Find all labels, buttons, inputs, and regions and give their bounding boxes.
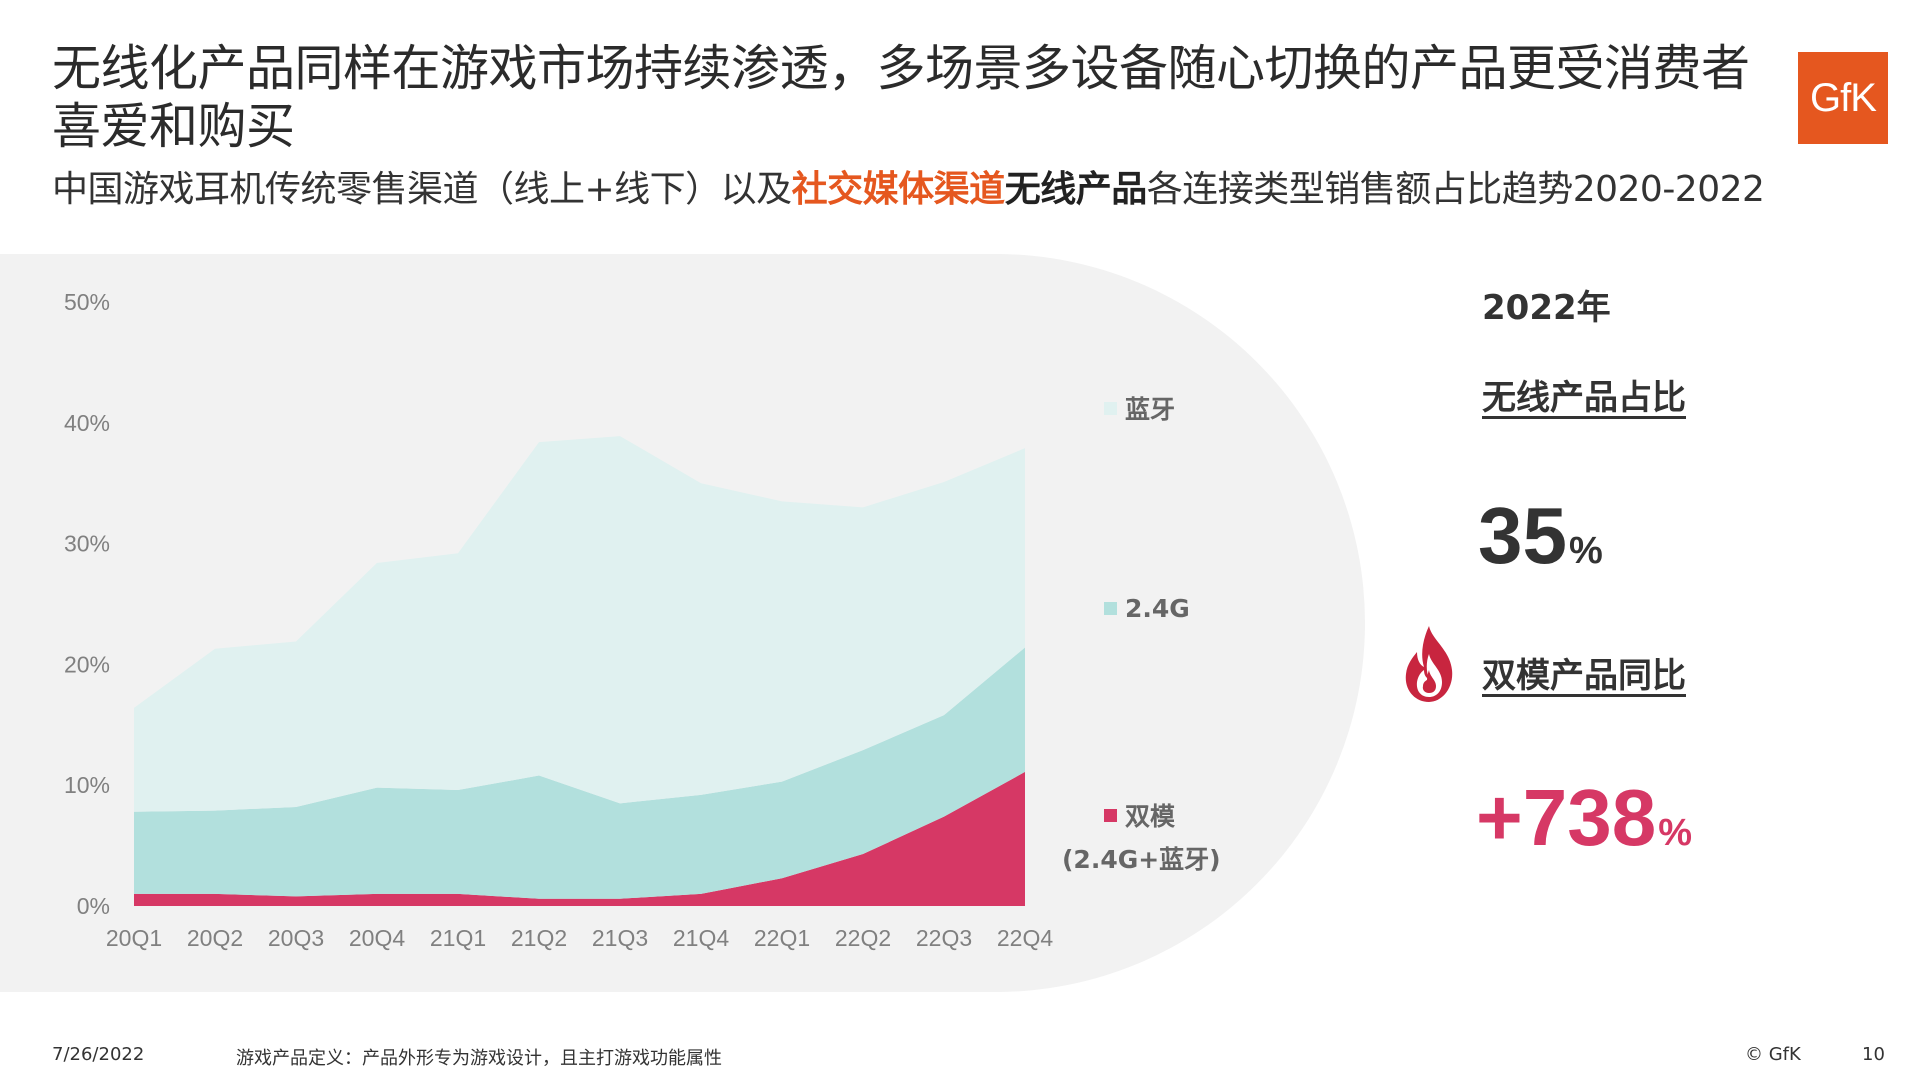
kpi-dual-mode-yoy-number: +738	[1476, 773, 1657, 862]
legend-label-2-4g: 2.4G	[1125, 594, 1190, 623]
subtitle-highlight-wireless: 无线产品	[1004, 169, 1148, 210]
footer-date: 7/26/2022	[52, 1044, 145, 1065]
x-tick-label: 20Q1	[106, 925, 162, 951]
subtitle-text-2: 各连接类型销售额占比趋势2020-2022	[1146, 169, 1765, 210]
x-tick-label: 21Q2	[511, 925, 567, 951]
stacked-area-chart: 0% 10% 20% 30% 40% 50% 20Q1 20Q2 20Q3 20Q4 21Q1 21Q…	[64, 289, 1053, 951]
legend-label-dual-mode-detail: (2.4G+蓝牙)	[1062, 845, 1221, 874]
kpi-dual-mode-yoy-value: +738%	[1476, 772, 1692, 864]
x-tick-label: 21Q1	[430, 925, 486, 951]
area-series-2	[134, 436, 1025, 812]
legend-label-dual-mode: 双模	[1125, 802, 1176, 831]
kpi-wireless-share-unit: %	[1568, 530, 1603, 572]
y-tick-label: 20%	[64, 651, 110, 677]
gfk-logo: GfK	[1798, 52, 1888, 144]
chart-subtitle: 中国游戏耳机传统零售渠道（线上+线下）以及社交媒体渠道无线产品各连接类型销售额占…	[52, 168, 1872, 212]
legend-bluetooth: 蓝牙	[1104, 390, 1175, 426]
x-tick-label: 22Q2	[835, 925, 891, 951]
footer-page-number: 10	[1862, 1044, 1885, 1065]
footer-note: 游戏产品定义：产品外形专为游戏设计，且主打游戏功能属性	[236, 1048, 722, 1069]
kpi-dual-mode-yoy-label: 双模产品同比	[1482, 656, 1686, 696]
area-series-0	[134, 771, 1025, 906]
area-series-1	[134, 647, 1025, 899]
x-tick-label: 20Q3	[268, 925, 324, 951]
footer-copyright: © GfK	[1745, 1044, 1801, 1065]
kpi-dual-mode-yoy-unit: %	[1658, 812, 1692, 854]
kpi-year: 2022年	[1482, 288, 1611, 328]
y-tick-label: 10%	[64, 772, 110, 798]
x-tick-label: 20Q2	[187, 925, 243, 951]
legend-dual-mode: 双模	[1104, 797, 1175, 833]
page-title: 无线化产品同样在游戏市场持续渗透，多场景多设备随心切换的产品更受消费者喜爱和购买	[52, 40, 1750, 155]
subtitle-highlight-social: 社交媒体渠道	[791, 169, 1006, 210]
kpi-wireless-share-value: 35%	[1478, 490, 1603, 582]
legend-swatch-2-4g	[1104, 602, 1117, 615]
legend-swatch-bluetooth	[1104, 401, 1117, 415]
x-tick-label: 22Q1	[754, 925, 810, 951]
x-tick-label: 22Q3	[916, 925, 972, 951]
y-tick-label: 30%	[64, 531, 110, 557]
x-tick-label: 21Q4	[673, 925, 729, 951]
legend-label-bluetooth: 蓝牙	[1125, 395, 1176, 424]
y-tick-label: 0%	[77, 893, 110, 919]
kpi-wireless-share-label: 无线产品占比	[1482, 378, 1686, 418]
x-tick-label: 22Q4	[997, 925, 1053, 951]
x-tick-label: 20Q4	[349, 925, 405, 951]
kpi-wireless-share-number: 35	[1478, 491, 1567, 580]
flame-icon	[1405, 626, 1453, 702]
legend-swatch-dual-mode	[1104, 808, 1117, 822]
y-tick-label: 40%	[64, 410, 110, 436]
x-tick-label: 21Q3	[592, 925, 648, 951]
legend-2-4g: 2.4G	[1104, 594, 1190, 623]
y-tick-label: 50%	[64, 289, 110, 315]
subtitle-text-1: 中国游戏耳机传统零售渠道（线上+线下）以及	[52, 169, 792, 210]
